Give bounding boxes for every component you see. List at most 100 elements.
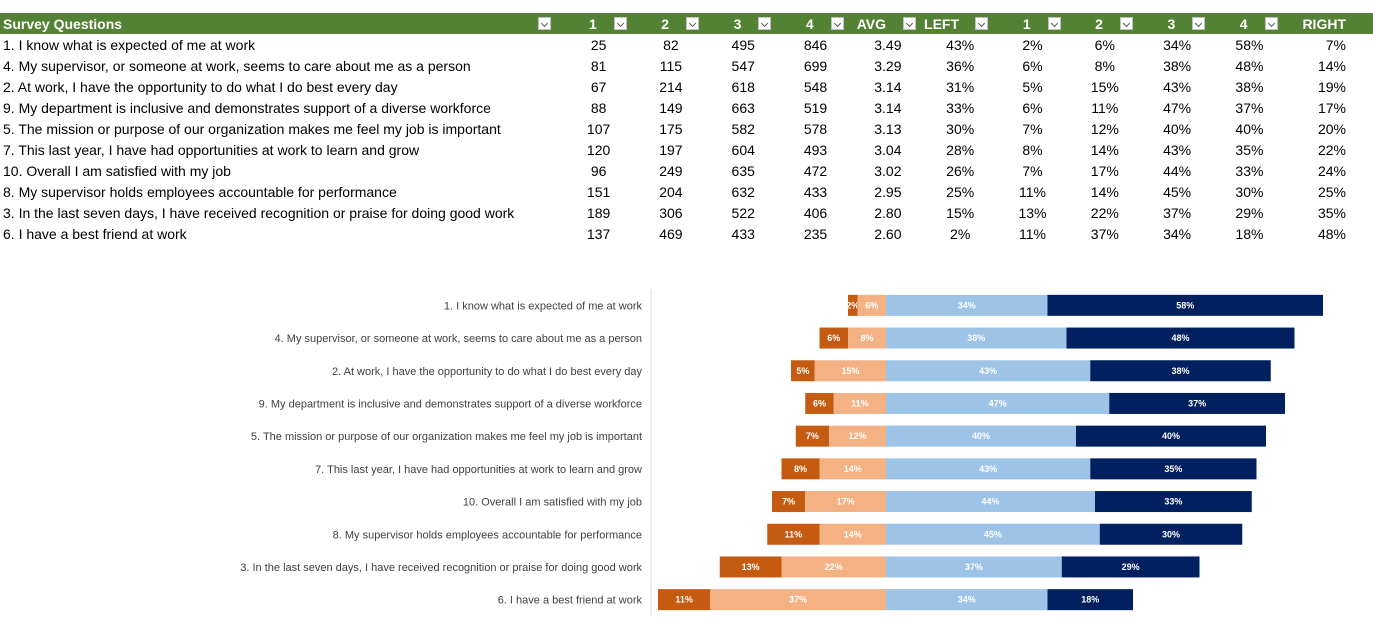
- col-4-cell: 235: [803, 225, 828, 242]
- data-label-score-3: 37%: [965, 562, 983, 572]
- bar-score-3: [886, 523, 1100, 545]
- col-2-header[interactable]: 2: [634, 13, 708, 34]
- bar-score-1: [772, 491, 806, 513]
- data-label-score-1: 7%: [806, 431, 819, 441]
- filter-dropdown-icon[interactable]: [975, 17, 989, 30]
- filter-dropdown-icon[interactable]: [1264, 17, 1278, 30]
- col-1-cell: 96: [590, 162, 607, 179]
- filter-dropdown-icon[interactable]: [1192, 17, 1206, 30]
- col-pct-1-cell: 11%: [1018, 225, 1046, 242]
- category-label: 3. In the last seven days, I have receiv…: [240, 562, 642, 574]
- data-label-score-2: 17%: [837, 497, 855, 507]
- col-3-cell: 547: [731, 57, 755, 74]
- data-label-score-4: 37%: [1188, 398, 1206, 408]
- filter-dropdown-icon[interactable]: [686, 17, 700, 30]
- filter-dropdown-icon[interactable]: [830, 17, 844, 30]
- col-pct-2-cell: 12%: [1090, 120, 1119, 137]
- data-label-score-3: 34%: [958, 595, 976, 605]
- bar-score-2: [805, 491, 886, 513]
- bar-score-3: [886, 425, 1076, 447]
- bar-score-3: [886, 294, 1048, 316]
- col-pct-4-cell: 58%: [1235, 36, 1264, 53]
- col-2-cell: 175: [659, 120, 683, 137]
- data-label-score-1: 6%: [813, 398, 826, 408]
- col-right-cell: 35%: [1317, 204, 1346, 221]
- survey-table: Survey Questions 1 2 3 4 AVG LEFT 1 2 3 4 RIGHT 1. …: [0, 13, 1373, 244]
- bar-score-4: [1066, 327, 1295, 349]
- data-label-score-4: 48%: [1171, 333, 1189, 343]
- data-label-score-2: 14%: [844, 464, 862, 474]
- data-label-score-4: 33%: [1164, 497, 1182, 507]
- col-right-cell: 17%: [1317, 99, 1346, 116]
- question-cell: 3. In the last seven days, I have receiv…: [3, 204, 515, 221]
- data-label-score-4: 29%: [1122, 562, 1140, 572]
- category-label: 7. This last year, I have had opportunit…: [315, 464, 642, 476]
- col-3-cell: 604: [731, 141, 755, 158]
- col-pct-1-header[interactable]: 1: [996, 13, 1069, 34]
- col-4-header[interactable]: 4: [779, 13, 852, 34]
- category-label: 6. I have a best friend at work: [498, 595, 643, 607]
- bar-score-2: [814, 360, 886, 382]
- category-label: 4. My supervisor, or someone at work, se…: [275, 333, 642, 345]
- bar-score-4: [1090, 458, 1257, 480]
- bar-score-1: [819, 327, 848, 349]
- col-avg-cell: 3.04: [874, 141, 902, 158]
- col-3-cell: 495: [731, 36, 755, 53]
- bar-score-1: [848, 294, 858, 316]
- bar-score-2: [833, 392, 886, 414]
- col-3-cell: 582: [731, 120, 755, 137]
- col-pct-4-cell: 48%: [1235, 57, 1264, 74]
- col-avg-header[interactable]: AVG: [851, 13, 925, 34]
- col-pct-1-cell: 8%: [1022, 141, 1043, 158]
- col-pct-2-cell: 22%: [1090, 204, 1119, 221]
- question-cell: 6. I have a best friend at work: [3, 225, 187, 242]
- filter-dropdown-icon[interactable]: [903, 17, 917, 30]
- col-pct-3-cell: 47%: [1163, 99, 1192, 116]
- col-pct-4-header[interactable]: 4: [1213, 13, 1286, 34]
- data-label-score-2: 6%: [865, 300, 878, 310]
- question-cell: 8. My supervisor holds employees account…: [3, 183, 397, 200]
- col-pct-3-cell: 34%: [1163, 225, 1192, 242]
- col-avg-cell: 3.29: [874, 57, 902, 74]
- col-left-cell: 36%: [946, 57, 975, 74]
- col-3-header[interactable]: 3: [707, 13, 780, 34]
- filter-dropdown-icon[interactable]: [538, 17, 552, 30]
- col-3-cell: 663: [731, 99, 755, 116]
- bar-score-4: [1061, 556, 1200, 578]
- col-left-header[interactable]: LEFT: [924, 13, 997, 34]
- data-label-score-4: 30%: [1162, 529, 1180, 539]
- filter-dropdown-icon[interactable]: [1119, 17, 1133, 30]
- bar-score-3: [886, 392, 1110, 414]
- col-pct-2-header[interactable]: 2: [1068, 13, 1141, 34]
- col-4-header-label: 4: [805, 15, 814, 32]
- data-label-score-4: 58%: [1176, 300, 1194, 310]
- bar-score-2: [857, 294, 886, 316]
- table-row: 7. This last year, I have had opportunit…: [0, 139, 1373, 160]
- col-4-cell: 519: [803, 99, 828, 116]
- data-label-score-2: 8%: [860, 333, 873, 343]
- table-row: 10. Overall I am satisfied with my job 96…: [0, 160, 1373, 181]
- filter-dropdown-icon[interactable]: [1047, 17, 1061, 30]
- col-3-cell: 433: [731, 225, 755, 242]
- col-pct-3-header[interactable]: 3: [1140, 13, 1214, 34]
- col-left-cell: 31%: [946, 78, 975, 95]
- col-4-cell: 433: [803, 183, 828, 200]
- bar-score-2: [781, 556, 886, 578]
- table-row: 2. At work, I have the opportunity to do…: [0, 76, 1373, 97]
- col-avg-cell: 3.49: [874, 36, 902, 53]
- col-pct-3-cell: 37%: [1163, 204, 1192, 221]
- col-pct-1-cell: 11%: [1018, 183, 1046, 200]
- filter-dropdown-icon[interactable]: [758, 17, 772, 30]
- col-right-cell: 24%: [1317, 162, 1346, 179]
- data-label-score-2: 22%: [825, 562, 843, 572]
- col-survey-questions-header[interactable]: Survey Questions: [0, 13, 563, 34]
- col-pct-4-cell: 37%: [1235, 99, 1264, 116]
- col-4-cell: 406: [803, 204, 828, 221]
- col-4-cell: 846: [803, 36, 828, 53]
- col-pct-3-cell: 34%: [1163, 36, 1192, 53]
- data-label-score-3: 43%: [979, 464, 997, 474]
- col-right-header[interactable]: RIGHT: [1285, 13, 1373, 34]
- filter-dropdown-icon[interactable]: [613, 17, 627, 30]
- col-pct-2-cell: 17%: [1090, 162, 1119, 179]
- col-1-header[interactable]: 1: [562, 13, 635, 34]
